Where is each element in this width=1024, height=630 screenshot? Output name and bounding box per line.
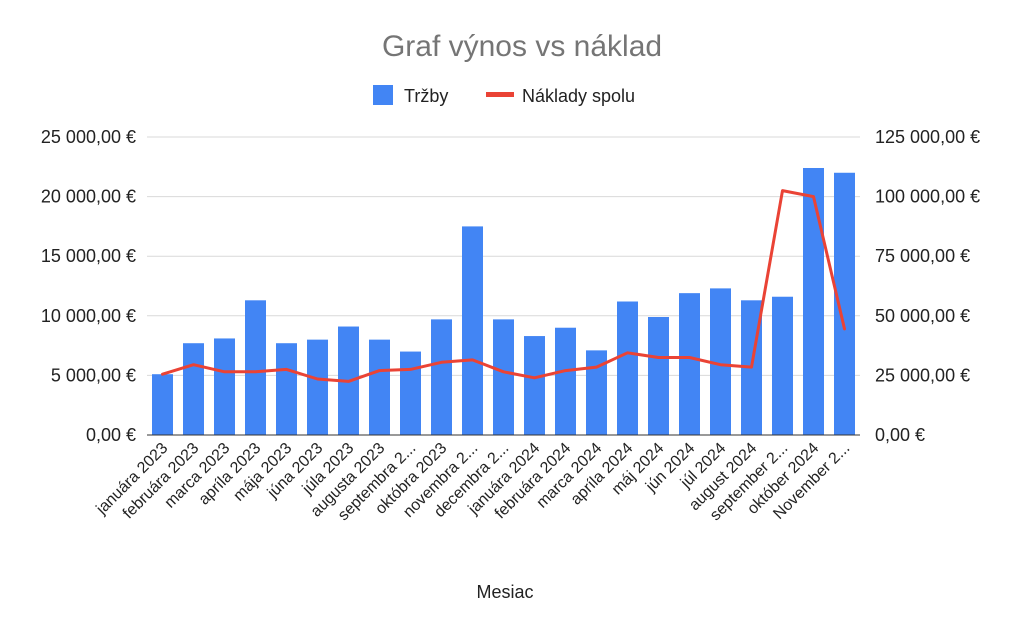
right-tick-label: 0,00 € <box>875 425 925 445</box>
bar-trzby <box>152 374 173 435</box>
series-line-naklady <box>161 189 846 383</box>
legend-swatch-naklady <box>486 92 514 97</box>
left-tick-label: 15 000,00 € <box>41 246 136 266</box>
left-tick-label: 10 000,00 € <box>41 306 136 326</box>
legend: Tržby Náklady spolu <box>373 85 635 106</box>
bar-trzby <box>183 343 204 435</box>
bar-trzby <box>369 339 390 435</box>
legend-swatch-trzby <box>373 85 393 105</box>
bar-trzby <box>617 301 638 435</box>
bar-trzby <box>245 300 266 435</box>
bar-trzby <box>524 336 545 435</box>
bar-trzby <box>276 343 297 435</box>
line-naklady <box>161 189 846 383</box>
bar-trzby <box>679 293 700 435</box>
bar-trzby <box>710 288 731 435</box>
left-axis-ticks: 0,00 € 5 000,00 € 10 000,00 € 15 000,00 € 20… <box>41 127 136 445</box>
right-tick-label: 75 000,00 € <box>875 246 970 266</box>
bars-trzby <box>152 167 855 435</box>
left-tick-label: 25 000,00 € <box>41 127 136 147</box>
bar-trzby <box>493 319 514 435</box>
bar-trzby <box>803 167 824 435</box>
bar-trzby <box>586 350 607 435</box>
legend-label-trzby: Tržby <box>404 86 448 106</box>
x-axis-title: Mesiac <box>476 582 533 602</box>
right-tick-label: 25 000,00 € <box>875 365 970 385</box>
left-tick-label: 0,00 € <box>86 425 136 445</box>
legend-label-naklady: Náklady spolu <box>522 86 635 106</box>
bar-trzby <box>431 319 452 435</box>
bar-trzby <box>772 296 793 435</box>
bar-trzby <box>400 351 421 435</box>
right-tick-label: 100 000,00 € <box>875 187 980 207</box>
right-tick-label: 125 000,00 € <box>875 127 980 147</box>
bar-trzby <box>648 316 669 435</box>
bar-trzby <box>307 339 328 435</box>
bar-trzby <box>214 338 235 435</box>
right-tick-label: 50 000,00 € <box>875 306 970 326</box>
bar-trzby <box>834 172 855 435</box>
right-axis-ticks: 0,00 € 25 000,00 € 50 000,00 € 75 000,00 € 1… <box>875 127 980 445</box>
bar-trzby <box>555 327 576 435</box>
chart-title: Graf výnos vs náklad <box>382 30 662 63</box>
left-tick-label: 5 000,00 € <box>51 365 136 385</box>
left-tick-label: 20 000,00 € <box>41 187 136 207</box>
bar-trzby <box>462 226 483 435</box>
